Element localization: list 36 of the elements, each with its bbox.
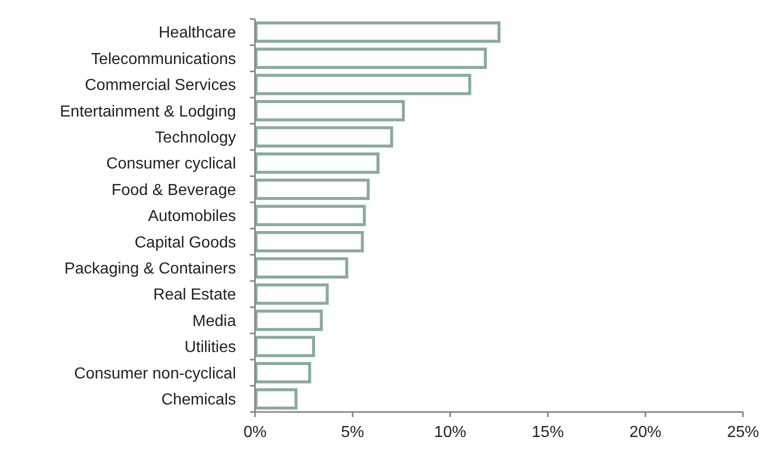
y-tick-label: Food & Beverage bbox=[111, 182, 236, 199]
bar bbox=[254, 21, 500, 43]
x-tick-label: 0% bbox=[243, 424, 267, 441]
bar bbox=[254, 388, 298, 410]
bar bbox=[254, 362, 312, 384]
y-tick-label: Media bbox=[192, 312, 236, 330]
x-tick-label: 25% bbox=[726, 424, 760, 441]
y-tick-label: Telecommunications bbox=[91, 50, 236, 68]
y-tick-label: Automobiles bbox=[148, 208, 236, 226]
bar bbox=[254, 231, 364, 252]
bar bbox=[254, 74, 472, 96]
x-tick-label: 5% bbox=[341, 424, 364, 441]
bar bbox=[254, 100, 405, 122]
y-tick-label: Consumer cyclical bbox=[106, 156, 236, 173]
bar bbox=[254, 204, 366, 226]
y-tick-label: Capital Goods bbox=[134, 234, 236, 252]
y-tick-label: Technology bbox=[155, 130, 236, 146]
y-tick-label: Real Estate bbox=[153, 286, 236, 304]
y-tick-label: Entertainment & Lodging bbox=[60, 103, 236, 120]
y-tick-label: Commercial Services bbox=[84, 77, 236, 94]
bar bbox=[254, 126, 394, 148]
bar bbox=[254, 152, 380, 174]
y-tick-label: Packaging & Containers bbox=[64, 260, 236, 278]
x-tick-label: 15% bbox=[532, 424, 564, 441]
x-tick-label: 10% bbox=[434, 424, 466, 441]
y-tick-label: Utilities bbox=[184, 339, 236, 356]
y-tick-label: Consumer non-cyclical bbox=[74, 365, 236, 382]
bar bbox=[254, 48, 487, 69]
x-tick-label: 20% bbox=[629, 424, 662, 441]
bar bbox=[254, 257, 348, 279]
bar bbox=[254, 336, 316, 358]
bar bbox=[254, 178, 370, 200]
y-tick-label: Healthcare bbox=[158, 24, 236, 42]
bar bbox=[254, 283, 329, 305]
bar bbox=[254, 310, 323, 331]
y-tick-label: Chemicals bbox=[161, 392, 236, 408]
